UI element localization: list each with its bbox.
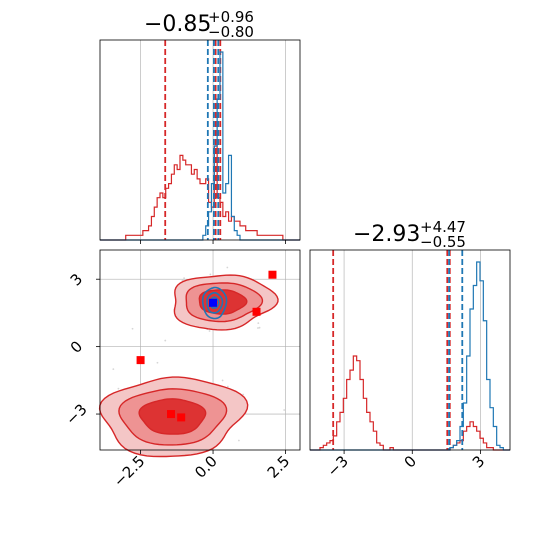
marginal-x-panel	[99, 39, 301, 244]
right-xtick-label-2: 3	[469, 452, 488, 471]
red-square-marker-1	[136, 356, 145, 365]
title-right-upper: +4.47	[420, 218, 466, 236]
title-top-lower: −0.80	[208, 23, 254, 41]
scatter-point	[117, 387, 120, 390]
scatter-point	[221, 379, 224, 382]
scatter-point	[257, 327, 259, 329]
right-xtick-label-1: 0	[401, 452, 420, 471]
scatter-point	[242, 393, 245, 396]
marginal-y-panel	[309, 249, 511, 454]
joint-xtick-label-2: 2.5	[264, 452, 294, 482]
scatter-point	[112, 368, 115, 371]
joint-frame	[99, 249, 301, 451]
top-frame	[99, 39, 301, 241]
scatter-point	[131, 327, 134, 330]
scatter-point	[258, 326, 261, 329]
blue-contour-1	[206, 291, 224, 314]
scatter-point	[283, 409, 286, 411]
joint-panel	[96, 249, 301, 458]
scatter-point	[156, 361, 159, 364]
joint-ytick-label-1: 0	[67, 337, 86, 356]
scatter-point	[257, 322, 260, 325]
scatter-point	[238, 439, 240, 442]
joint-xtick-label-1: 0.0	[191, 452, 221, 482]
blue-contour-0	[201, 286, 228, 320]
title-top-value: −0.85	[144, 12, 211, 37]
red-square-marker-0	[268, 270, 277, 279]
scatter-point	[226, 266, 229, 269]
right-hist-series-0	[310, 355, 510, 451]
top-hist-series-1	[100, 51, 300, 241]
title-right-lower: −0.55	[420, 233, 466, 251]
scatter-point	[208, 330, 211, 332]
red-square-marker-4	[177, 413, 186, 422]
panel-titles: −0.85 +0.96 −0.80 −2.93 +4.47 −0.55	[144, 8, 466, 251]
scatter-point	[183, 277, 185, 280]
joint-ytick-label-0: 3	[67, 270, 86, 289]
title-right-value: −2.93	[353, 222, 420, 247]
red-square-marker-3	[167, 410, 176, 419]
right-xtick-label-0: −3	[324, 452, 352, 480]
joint-ytick-label-2: −3	[62, 400, 90, 428]
scatter-point	[164, 339, 167, 342]
scatter-point	[209, 273, 212, 276]
title-top-upper: +0.96	[208, 8, 254, 26]
blue-square-marker	[209, 298, 218, 307]
joint-xtick-label-0: −2.5	[110, 452, 148, 490]
scatter-point	[226, 385, 229, 388]
right-frame	[309, 249, 511, 451]
top-hist-series-0	[100, 145, 300, 241]
red-square-marker-2	[252, 307, 261, 316]
